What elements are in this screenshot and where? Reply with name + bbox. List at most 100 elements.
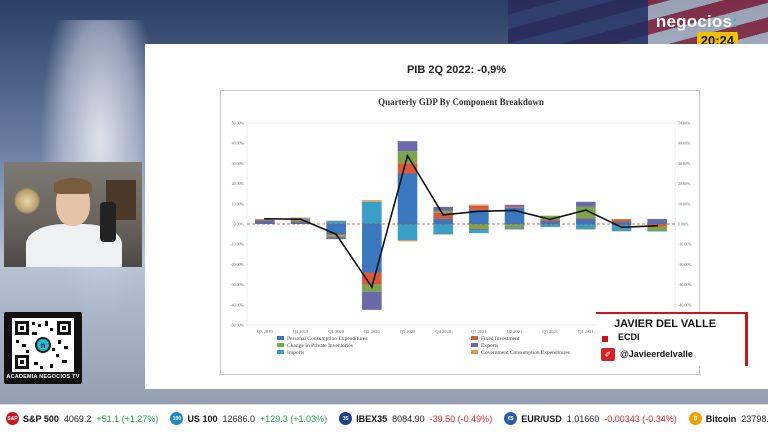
- bar-segment: [397, 224, 418, 241]
- bar-segment: [326, 237, 346, 240]
- bar-segment: [255, 220, 275, 224]
- twitter-icon: ✐: [601, 348, 615, 361]
- bar-segment: [397, 240, 418, 242]
- bar-segment: [647, 231, 667, 232]
- ticker-name: US 100: [187, 413, 218, 424]
- speaker-org: ECDI: [618, 332, 640, 342]
- bar-segment: [504, 204, 525, 207]
- y-tick-left: 0.00%: [234, 222, 245, 227]
- bar-segment: [433, 234, 453, 235]
- bar-segment: [362, 291, 382, 310]
- qr-code-icon: n: [12, 318, 74, 372]
- bar-segment: [611, 219, 632, 222]
- bar-segment: [469, 224, 489, 230]
- bar-segment: [290, 221, 311, 224]
- y-tick-left: 10.00%: [232, 201, 245, 206]
- webcam-lamp: [14, 188, 40, 214]
- ticker-symbol-icon: 100: [170, 412, 184, 425]
- legend-label: Government Consumption Expenditures: [481, 350, 570, 356]
- legend-label: Exports: [481, 343, 498, 349]
- x-tick-label: Q3 2020: [400, 329, 416, 334]
- x-tick-label: Q3 2019: [257, 329, 273, 334]
- ticker-symbol-icon: 35: [339, 412, 353, 425]
- x-tick-label: Q1 2021: [471, 329, 487, 334]
- bar-segment: [433, 210, 453, 213]
- webcam-feed: [4, 162, 142, 267]
- brand-dot: :: [732, 12, 738, 31]
- bar-segment: [611, 224, 632, 226]
- bar-segment: [290, 219, 311, 221]
- ticker-item[interactable]: €$ EUR/USD 1.01660 -0.00343 (-0.34%): [504, 412, 677, 425]
- y-tick-left: -30.00%: [230, 282, 244, 287]
- y-tick-left: -20.00%: [230, 262, 244, 267]
- speaker-card-accent-side: [745, 312, 748, 366]
- ticker-name: EUR/USD: [521, 413, 562, 424]
- bar-segment: [433, 212, 453, 219]
- ticker-value: 1.01660: [566, 413, 600, 424]
- ticker-symbol-icon: ₿: [688, 412, 702, 425]
- legend-label: Change In Private Inventories: [287, 343, 353, 349]
- y-tick-left: 40.00%: [232, 141, 245, 146]
- bar-segment: [576, 224, 596, 230]
- bar-segment: [362, 224, 382, 273]
- y-tick-right: 50.00%: [678, 121, 691, 126]
- bar-segment: [362, 201, 382, 224]
- bar-segment: [469, 229, 489, 231]
- gdp-point: [513, 209, 516, 212]
- bar-segment: [576, 201, 596, 207]
- legend-label: Fixed Investment: [481, 336, 520, 342]
- ticker-item[interactable]: 100 US 100 12686.0 +129.3 (+1.03%): [170, 412, 327, 425]
- speaker-name: JAVIER DEL VALLE: [614, 318, 717, 330]
- gdp-point: [549, 218, 552, 221]
- gdp-point: [299, 218, 302, 221]
- y-tick-left: -50.00%: [230, 323, 244, 328]
- bar-segment: [540, 219, 560, 221]
- bar-segment: [469, 209, 489, 224]
- gdp-point: [584, 209, 587, 211]
- ticker-name: S&P 500: [23, 413, 59, 424]
- bar-segment: [540, 220, 560, 224]
- bar-segment: [647, 226, 667, 231]
- svg-text:n: n: [41, 341, 46, 350]
- bar-segment: [576, 229, 596, 230]
- y-tick-left: 20.00%: [232, 181, 245, 186]
- y-tick-right: 20.00%: [678, 181, 691, 186]
- y-tick-right: -20.00%: [678, 262, 692, 267]
- bar-segment: [433, 206, 453, 211]
- bar-segment: [540, 215, 560, 220]
- gdp-point: [263, 217, 266, 220]
- ticker-value: 8084.90: [392, 413, 425, 424]
- gdp-point: [477, 210, 480, 213]
- qr-caption: ACADEMIA NEGOCIOS TV: [6, 374, 80, 380]
- ticker-change: +51.1 (+1.27%): [96, 413, 159, 424]
- ticker-change: -0.00343 (-0.34%): [604, 413, 677, 424]
- org-bullet-icon: [602, 336, 608, 342]
- bar-segment: [611, 218, 632, 220]
- qr-block: n ACADEMIA NEGOCIOS TV: [4, 312, 82, 384]
- bar-segment: [469, 230, 489, 234]
- legend-swatch: [471, 336, 478, 340]
- bar-segment: [433, 224, 453, 235]
- legend-label: Imports: [287, 350, 304, 356]
- bar-segment: [504, 224, 525, 228]
- x-tick-label: Q2 2021: [507, 329, 523, 334]
- gdp-point: [442, 214, 445, 216]
- ticker-item[interactable]: 35 IBEX35 8084.90 -39.50 (-0.49%): [339, 412, 492, 425]
- ticker-item[interactable]: S&P S&P 500 4069.2 +51.1 (+1.27%): [6, 412, 158, 425]
- bar-segment: [397, 173, 418, 224]
- bar-segment: [362, 200, 382, 202]
- y-tick-right: -30.00%: [678, 282, 692, 287]
- y-tick-right: -10.00%: [678, 242, 692, 247]
- y-tick-left: 50.00%: [232, 121, 245, 126]
- gdp-point: [370, 286, 373, 288]
- bar-segment: [469, 204, 489, 206]
- bar-segment: [469, 205, 489, 210]
- bar-segment: [576, 217, 596, 219]
- speaker-card: JAVIER DEL VALLE ECDI ✐ @Javieerdelvalle: [596, 312, 748, 366]
- x-tick-label: Q3 2021: [542, 329, 558, 334]
- gdp-point: [620, 226, 623, 229]
- y-tick-left: 30.00%: [232, 161, 245, 166]
- x-tick-label: Q4 2021: [578, 329, 594, 334]
- bar-segment: [397, 141, 418, 152]
